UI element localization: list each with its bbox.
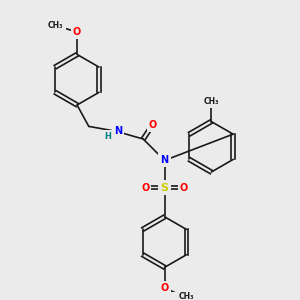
Text: N: N — [114, 126, 122, 136]
Text: O: O — [73, 27, 81, 37]
Text: O: O — [149, 120, 157, 130]
Text: H: H — [104, 132, 111, 141]
Text: CH₃: CH₃ — [48, 21, 63, 30]
Text: O: O — [141, 183, 149, 193]
Text: N: N — [160, 155, 169, 165]
Text: CH₃: CH₃ — [178, 292, 194, 300]
Text: O: O — [180, 183, 188, 193]
Text: CH₃: CH₃ — [203, 97, 219, 106]
Text: S: S — [160, 183, 169, 193]
Text: O: O — [160, 283, 169, 293]
